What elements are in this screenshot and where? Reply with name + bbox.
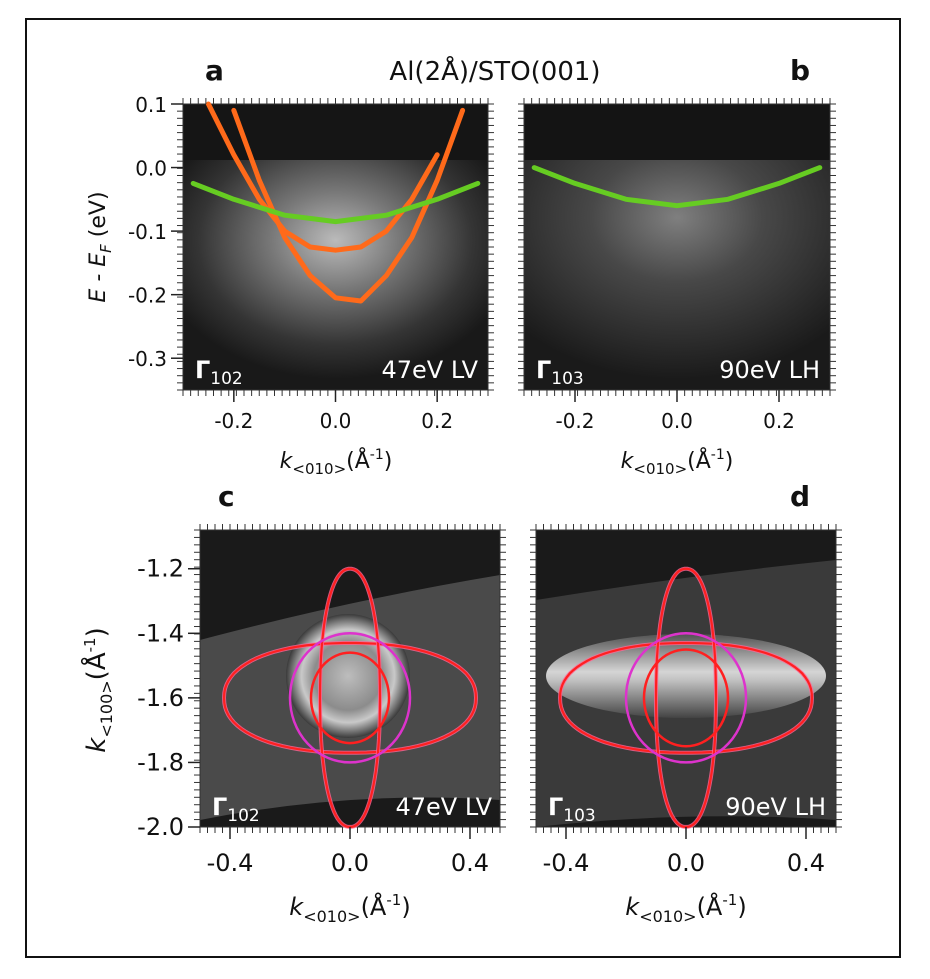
- panel-a-marks: [190, 101, 481, 304]
- figure-border: [25, 18, 901, 958]
- panel-a-ytick-label: -0.3: [128, 347, 167, 371]
- xlabel-panel-b: k<010>(Å-1): [621, 447, 734, 478]
- panel-letter-c: c: [218, 480, 235, 513]
- panel-d-xtick-label: 0.4: [787, 849, 825, 877]
- xlabel-panel-c: k<010>(Å-1): [289, 891, 410, 926]
- panel-a-xtick-label: 0.2: [421, 409, 453, 433]
- panel-letter-a: a: [205, 54, 224, 87]
- panel-c-ytick-label: -1.2: [137, 555, 184, 583]
- panel-c-contour-2: [309, 651, 391, 745]
- panel-b-xtick-label: -0.2: [555, 409, 594, 433]
- panel-a: Γ102 47eV LV: [182, 101, 489, 391]
- panel-d: Γ103 90eV LH: [535, 529, 837, 829]
- panel-d-condition: 90eV LH: [725, 793, 826, 821]
- panel-c-ytick-label: -2.0: [137, 813, 184, 841]
- panel-b: Γ103 90eV LH: [523, 103, 831, 391]
- panel-c-contour-1-lobe-2: [318, 567, 382, 828]
- panel-letter-d: d: [790, 480, 810, 513]
- panel-letter-b: b: [790, 54, 810, 87]
- panel-a-xtick-label: -0.2: [214, 409, 253, 433]
- ylabel-k100: k<100>(Å-1): [80, 627, 116, 752]
- panel-d-marks: [557, 566, 815, 829]
- panel-d-contour-3: [624, 632, 748, 764]
- panel-b-intensity: [524, 160, 830, 390]
- ylabel-energy: E - EF (eV): [86, 191, 115, 302]
- panel-d-xtick-label: -0.4: [543, 849, 590, 877]
- panel-d-contour-1-lobe-1: [558, 641, 814, 754]
- panel-b-marks: [531, 165, 823, 209]
- panel-a-ytick-label: 0.0: [135, 157, 167, 181]
- panel-a-series-3: [190, 180, 481, 225]
- panel-a-ytick-label: -0.1: [128, 220, 167, 244]
- panel-b-condition: 90eV LH: [719, 356, 820, 384]
- panel-c-condition: 47eV LV: [395, 793, 492, 821]
- xlabel-panel-d: k<010>(Å-1): [625, 891, 746, 926]
- panel-c-point-label: Γ102: [212, 793, 260, 826]
- panel-d-contour-2: [642, 648, 730, 748]
- panel-c: Γ102 47eV LV: [199, 529, 501, 829]
- panel-d-xtick-label: 0.0: [667, 849, 705, 877]
- panel-c-ytick-label: -1.8: [137, 748, 184, 776]
- panel-c-xtick-label: 0.4: [451, 849, 489, 877]
- panel-b-series-1: [531, 165, 823, 209]
- panel-a-point-label: Γ102: [195, 356, 243, 389]
- panel-a-condition: 47eV LV: [381, 356, 478, 384]
- panel-c-contour-1-lobe-1: [222, 641, 478, 754]
- panel-d-contour-1-lobe-2: [654, 567, 718, 828]
- panel-c-ytick-label: -1.4: [137, 619, 184, 647]
- tick-layer: -0.2 0.0 0.2 0.1 0.0 -0.1 -0.2 -0.3 -0.2 0.0 0.2 -0…: [128, 93, 842, 877]
- panel-c-ytick-label: -1.6: [137, 684, 184, 712]
- panel-c-contour-3: [288, 632, 412, 764]
- panel-a-xtick-label: 0.0: [320, 409, 352, 433]
- panel-b-xtick-label: 0.2: [763, 409, 795, 433]
- panel-d-stripe-intensity: [546, 634, 826, 718]
- panel-c-xtick-label: 0.0: [331, 849, 369, 877]
- panel-c-xtick-label: -0.4: [207, 849, 254, 877]
- panel-a-series-1: [205, 101, 440, 253]
- panel-b-point-label: Γ103: [536, 356, 584, 389]
- xlabel-panel-a: k<010>(Å-1): [280, 447, 393, 478]
- main-title: Al(2Å)/STO(001): [389, 55, 600, 87]
- panel-a-ytick-label: 0.1: [135, 93, 167, 117]
- panel-d-point-label: Γ103: [548, 793, 596, 826]
- panel-c-marks: [221, 566, 479, 829]
- panel-a-ytick-label: -0.2: [128, 284, 167, 308]
- panel-b-xtick-label: 0.0: [661, 409, 693, 433]
